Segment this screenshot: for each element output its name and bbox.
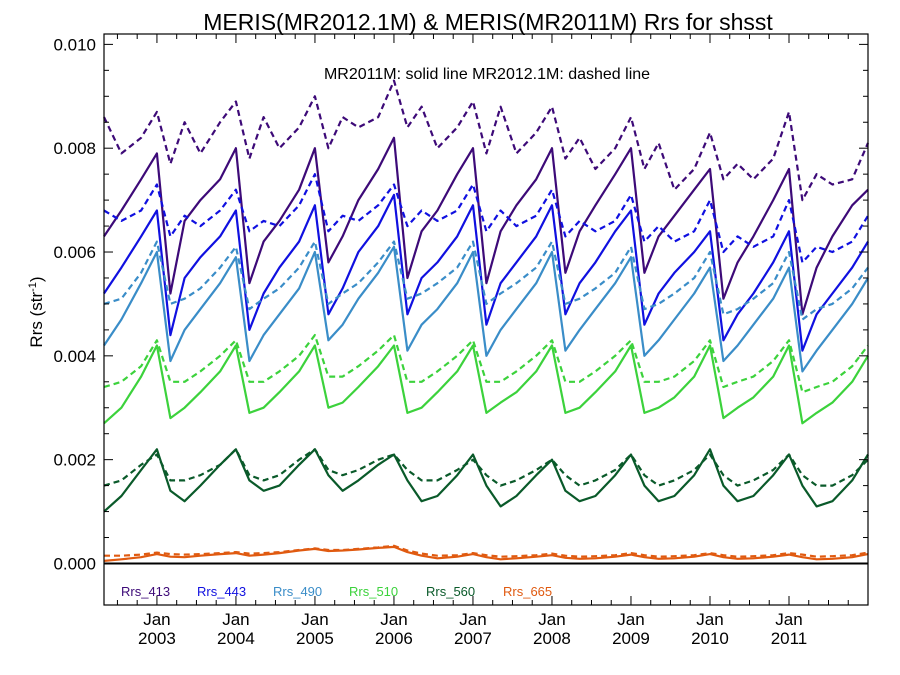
x-tick-label-year: 2009 bbox=[612, 629, 650, 648]
legend-entry-rrs-560: Rrs_560 bbox=[426, 584, 475, 599]
series-line-rrs-510-dashed bbox=[103, 334, 869, 394]
x-tick-label-year: 2007 bbox=[454, 629, 492, 648]
legend-entry-rrs-413: Rrs_413 bbox=[121, 584, 170, 599]
series-line-rrs-560-solid bbox=[103, 448, 869, 513]
legend-entry-rrs-665: Rrs_665 bbox=[503, 584, 552, 599]
series-line-rrs-510-solid bbox=[103, 344, 869, 425]
legend-entry-rrs-443: Rrs_443 bbox=[197, 584, 246, 599]
x-tick-label-year: 2010 bbox=[691, 629, 729, 648]
y-tick-label: 0.010 bbox=[53, 35, 96, 54]
series-line-rrs-665-dashed bbox=[104, 544, 869, 558]
x-tick-label-month: Jan bbox=[222, 610, 249, 629]
y-axis-label-main: Rrs (str bbox=[27, 292, 46, 348]
series-line-rrs-490-solid bbox=[103, 245, 869, 373]
x-tick-label-year: 2008 bbox=[533, 629, 571, 648]
x-tick-label-year: 2003 bbox=[138, 629, 176, 648]
y-tick-label: 0.004 bbox=[53, 347, 96, 366]
y-tick-label: 0.000 bbox=[53, 554, 96, 573]
legend: Rrs_413 Rrs_443 Rrs_490 Rrs_510 Rrs_560 Rrs_6… bbox=[121, 584, 552, 599]
legend-entry-rrs-490: Rrs_490 bbox=[273, 584, 322, 599]
plot-lines bbox=[103, 79, 870, 562]
x-tick-label-month: Jan bbox=[380, 610, 407, 629]
series-line-rrs-560-dashed bbox=[103, 448, 869, 487]
x-tick-label-year: 2011 bbox=[771, 629, 808, 648]
y-tick-label: 0.002 bbox=[53, 451, 96, 470]
plot-frame bbox=[103, 33, 869, 606]
x-tick-label-month: Jan bbox=[459, 610, 486, 629]
y-axis-label-superscript: -1 bbox=[27, 282, 39, 292]
x-tick-label-month: Jan bbox=[696, 610, 723, 629]
series-line-rrs-490-dashed bbox=[103, 240, 869, 321]
y-tick-label: 0.008 bbox=[53, 139, 96, 158]
series-line-rrs-443-solid bbox=[103, 193, 869, 352]
legend-entry-rrs-510: Rrs_510 bbox=[349, 584, 398, 599]
x-tick-label-year: 2006 bbox=[375, 629, 413, 648]
series-line-rrs-413-solid bbox=[103, 136, 869, 316]
y-axis-label: Rrs (str-1) bbox=[27, 276, 46, 347]
series-line-rrs-413-dashed bbox=[103, 79, 870, 202]
series-line-rrs-443-dashed bbox=[103, 173, 869, 264]
x-tick-label-month: Jan bbox=[617, 610, 644, 629]
axes: 0.0000.0020.0040.0060.0080.010Jan2003Jan… bbox=[53, 33, 869, 648]
chart-title: MERIS(MR2012.1M) & MERIS(MR2011M) Rrs fo… bbox=[203, 9, 773, 35]
y-tick-label: 0.006 bbox=[53, 243, 96, 262]
y-axis-label-close: ) bbox=[27, 276, 46, 282]
x-tick-label-year: 2004 bbox=[217, 629, 255, 648]
x-tick-label-month: Jan bbox=[301, 610, 328, 629]
x-tick-label-year: 2005 bbox=[296, 629, 334, 648]
x-tick-label-month: Jan bbox=[143, 610, 170, 629]
x-tick-label-month: Jan bbox=[775, 610, 802, 629]
line-style-annotation: MR2011M: solid line MR2012.1M: dashed li… bbox=[324, 66, 650, 83]
x-tick-label-month: Jan bbox=[538, 610, 565, 629]
